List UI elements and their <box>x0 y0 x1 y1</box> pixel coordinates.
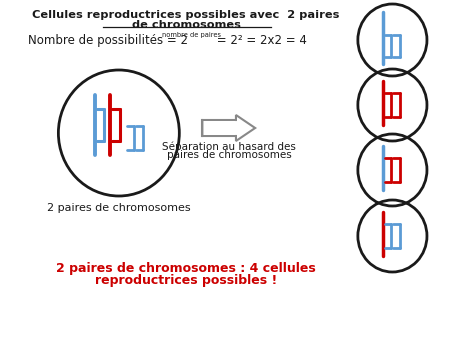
Text: paires de chromosomes: paires de chromosomes <box>167 150 292 160</box>
Bar <box>204 121 235 135</box>
Text: de chromosomes: de chromosomes <box>131 20 240 30</box>
Text: 2 paires de chromosomes: 2 paires de chromosomes <box>47 203 191 213</box>
Text: nombre de paires: nombre de paires <box>162 32 221 38</box>
Text: = 2² = 2x2 = 4: = 2² = 2x2 = 4 <box>213 34 307 47</box>
Text: 2 paires de chromosomes : 4 cellules: 2 paires de chromosomes : 4 cellules <box>56 262 316 275</box>
FancyArrow shape <box>202 115 255 141</box>
Text: Nombre de possibilités = 2: Nombre de possibilités = 2 <box>27 34 188 47</box>
Text: Cellules reproductrices possibles avec  2 paires: Cellules reproductrices possibles avec 2… <box>32 10 340 20</box>
Text: reproductrices possibles !: reproductrices possibles ! <box>95 274 277 287</box>
Text: Séparation au hasard des: Séparation au hasard des <box>162 141 296 151</box>
